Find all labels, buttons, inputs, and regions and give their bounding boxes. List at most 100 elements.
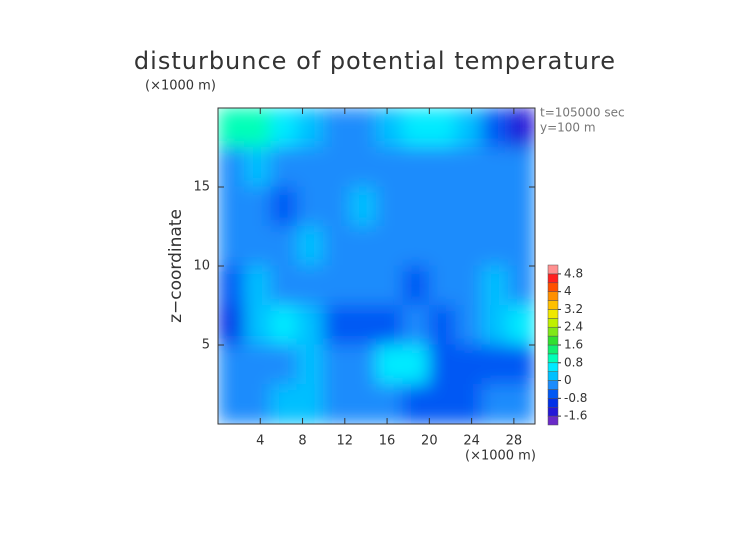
field-cell: [428, 265, 457, 306]
colorbar-swatch: [547, 264, 559, 275]
field-cell: [349, 344, 377, 385]
colorbar-swatch: [547, 273, 559, 284]
field-cell: [428, 147, 457, 188]
field-cell: [428, 305, 457, 346]
x-tick-label: 4: [256, 434, 264, 449]
y-tick-label: 10: [193, 259, 210, 274]
field-cell: [218, 186, 245, 227]
plot-area: [218, 108, 535, 424]
field-cell: [402, 186, 430, 227]
field-cell: [270, 186, 298, 227]
field-cell: [508, 186, 535, 227]
field-cell: [376, 384, 404, 424]
field-cell: [428, 108, 457, 148]
field-cell: [481, 186, 510, 227]
field-cell: [218, 147, 245, 188]
field-cell: [402, 108, 430, 148]
field-cell: [243, 108, 272, 148]
field-cell: [349, 186, 377, 227]
field-cell: [243, 147, 272, 188]
field-cell: [402, 384, 430, 424]
field-cell: [481, 384, 510, 424]
annotation: y=100 m: [540, 121, 596, 135]
field: [218, 108, 535, 424]
colorbar-swatch: [547, 318, 559, 328]
field-cell: [455, 384, 483, 424]
field-cell: [428, 226, 457, 267]
field-cell: [455, 265, 483, 306]
field-cell: [349, 305, 377, 346]
field-cell: [218, 226, 245, 267]
field-cell: [323, 186, 351, 227]
field-cell: [218, 384, 245, 424]
field-cell: [243, 226, 272, 267]
field-cell: [402, 265, 430, 306]
field-cell: [428, 384, 457, 424]
colorbar-tick-label: -0.8: [564, 391, 587, 405]
field-cell: [376, 305, 404, 346]
field-cell: [481, 265, 510, 306]
field-cell: [349, 108, 377, 148]
field-cell: [508, 108, 535, 148]
field-cell: [508, 344, 535, 385]
colorbar-swatch: [547, 326, 559, 337]
colorbar-swatch: [547, 309, 559, 319]
field-cell: [323, 384, 351, 424]
field-cell: [296, 384, 325, 424]
x-tick-label: 12: [337, 434, 354, 449]
field-cell: [270, 384, 298, 424]
field-cell: [455, 305, 483, 346]
field-cell: [243, 305, 272, 346]
field-cell: [296, 305, 325, 346]
field-cell: [508, 384, 535, 424]
field-cell: [296, 226, 325, 267]
field-cell: [376, 226, 404, 267]
field-cell: [270, 226, 298, 267]
colorbar-swatch: [547, 389, 559, 399]
field-cell: [296, 147, 325, 188]
colorbar-swatch: [547, 353, 559, 364]
field-cell: [270, 305, 298, 346]
x-tick-label: 8: [298, 434, 306, 449]
field-cell: [270, 108, 298, 148]
colorbar-swatch: [547, 362, 559, 372]
field-cell: [296, 265, 325, 306]
field-cell: [508, 265, 535, 306]
field-cell: [481, 147, 510, 188]
field-cell: [218, 108, 245, 148]
colorbar-swatch: [547, 415, 559, 426]
x-tick-label: 28: [506, 434, 523, 449]
colorbar-tick-label: 4.8: [564, 266, 583, 280]
colorbar-swatch: [547, 300, 559, 310]
colorbar-tick-label: 4: [564, 284, 572, 298]
field-cell: [508, 147, 535, 188]
chart-title: disturbunce of potential temperature: [134, 47, 616, 75]
field-cell: [323, 108, 351, 148]
field-cell: [323, 344, 351, 385]
y-axis-label: z−coordinate: [166, 209, 186, 323]
field-cell: [270, 147, 298, 188]
field-cell: [481, 226, 510, 267]
colorbar-swatch: [547, 398, 559, 408]
field-cell: [376, 147, 404, 188]
colorbar-swatch: [547, 335, 559, 346]
colorbar-tick-label: 1.6: [564, 338, 583, 352]
colorbar-swatch: [547, 291, 559, 301]
field-cell: [402, 344, 430, 385]
field-cell: [218, 305, 245, 346]
field-cell: [376, 108, 404, 148]
field-cell: [376, 186, 404, 227]
field-cell: [349, 265, 377, 306]
x-tick-label: 24: [463, 434, 480, 449]
field-cell: [243, 265, 272, 306]
field-cell: [243, 344, 272, 385]
x-tick-label: 16: [379, 434, 396, 449]
y-tick-label: 5: [202, 338, 210, 353]
field-cell: [481, 344, 510, 385]
field-cell: [428, 186, 457, 227]
colorbar-swatch: [547, 380, 559, 390]
colorbar-tick-label: 2.4: [564, 320, 583, 334]
field-cell: [323, 305, 351, 346]
colorbar-tick-label: -1.6: [564, 409, 587, 423]
field-cell: [296, 108, 325, 148]
